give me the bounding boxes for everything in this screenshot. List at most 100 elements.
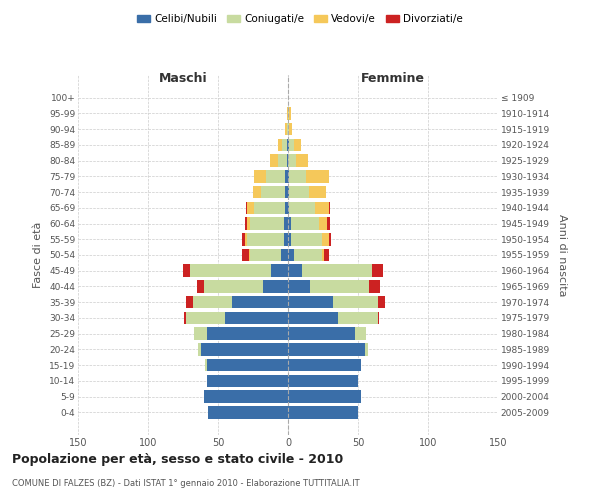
Bar [288,107,289,120]
Y-axis label: Anni di nascita: Anni di nascita [557,214,566,296]
Bar [291,233,322,245]
Bar [287,107,288,120]
Bar [291,217,319,230]
Bar [281,248,288,262]
Legend: Celibi/Nubili, Coniugati/e, Vedovi/e, Divorziati/e: Celibi/Nubili, Coniugati/e, Vedovi/e, Di… [133,10,467,29]
Bar [325,248,329,262]
Bar [278,154,287,167]
Bar [242,233,245,245]
Bar [288,406,358,418]
Bar [293,248,322,262]
Bar [262,186,285,198]
Bar [309,186,326,198]
Bar [288,217,291,230]
Bar [245,233,247,245]
Bar [306,170,329,182]
Bar [288,312,338,324]
Bar [288,170,289,182]
Bar [204,280,263,293]
Bar [365,343,368,355]
Bar [314,202,329,214]
Bar [184,312,186,324]
Bar [302,264,372,277]
Bar [322,233,329,245]
Bar [289,138,293,151]
Bar [288,154,296,167]
Bar [284,233,288,245]
Bar [253,186,262,198]
Bar [208,406,288,418]
Bar [194,328,207,340]
Bar [285,186,288,198]
Bar [377,296,385,308]
Text: Popolazione per età, sesso e stato civile - 2010: Popolazione per età, sesso e stato civil… [12,452,343,466]
Bar [284,217,288,230]
Bar [288,186,289,198]
Bar [322,248,325,262]
Bar [246,202,247,214]
Bar [288,233,291,245]
Bar [288,264,302,277]
Bar [355,328,367,340]
Bar [207,328,288,340]
Bar [193,296,232,308]
Bar [249,248,250,262]
Bar [289,123,292,136]
Bar [186,296,193,308]
Bar [369,280,380,293]
Bar [232,296,288,308]
Bar [288,280,310,293]
Bar [333,296,377,308]
Bar [329,233,331,245]
Bar [310,280,369,293]
Bar [338,312,377,324]
Bar [266,170,285,182]
Bar [319,217,327,230]
Bar [377,312,379,324]
Bar [247,233,284,245]
Text: Femmine: Femmine [361,72,425,85]
Bar [288,328,355,340]
Bar [183,264,190,277]
Bar [204,390,288,403]
Bar [289,107,291,120]
Bar [278,138,283,151]
Bar [199,343,201,355]
Text: COMUNE DI FALZES (BZ) - Dati ISTAT 1° gennaio 2010 - Elaborazione TUTTITALIA.IT: COMUNE DI FALZES (BZ) - Dati ISTAT 1° ge… [12,479,359,488]
Bar [372,264,383,277]
Bar [288,202,289,214]
Bar [329,202,330,214]
Bar [296,154,308,167]
Bar [270,154,278,167]
Bar [285,202,288,214]
Bar [288,123,289,136]
Bar [225,312,288,324]
Bar [254,170,266,182]
Bar [288,374,358,387]
Bar [287,123,288,136]
Bar [197,280,204,293]
Bar [205,359,207,372]
Bar [247,202,254,214]
Bar [289,186,309,198]
Bar [250,217,284,230]
Bar [201,343,288,355]
Bar [186,312,225,324]
Bar [263,280,288,293]
Bar [250,248,281,262]
Bar [288,390,361,403]
Bar [289,202,314,214]
Bar [207,359,288,372]
Bar [283,138,287,151]
Bar [254,202,285,214]
Text: Maschi: Maschi [158,72,208,85]
Bar [327,217,330,230]
Bar [287,154,288,167]
Bar [288,248,293,262]
Bar [285,123,287,136]
Bar [293,138,301,151]
Bar [247,217,250,230]
Bar [190,264,271,277]
Bar [245,217,247,230]
Bar [288,138,289,151]
